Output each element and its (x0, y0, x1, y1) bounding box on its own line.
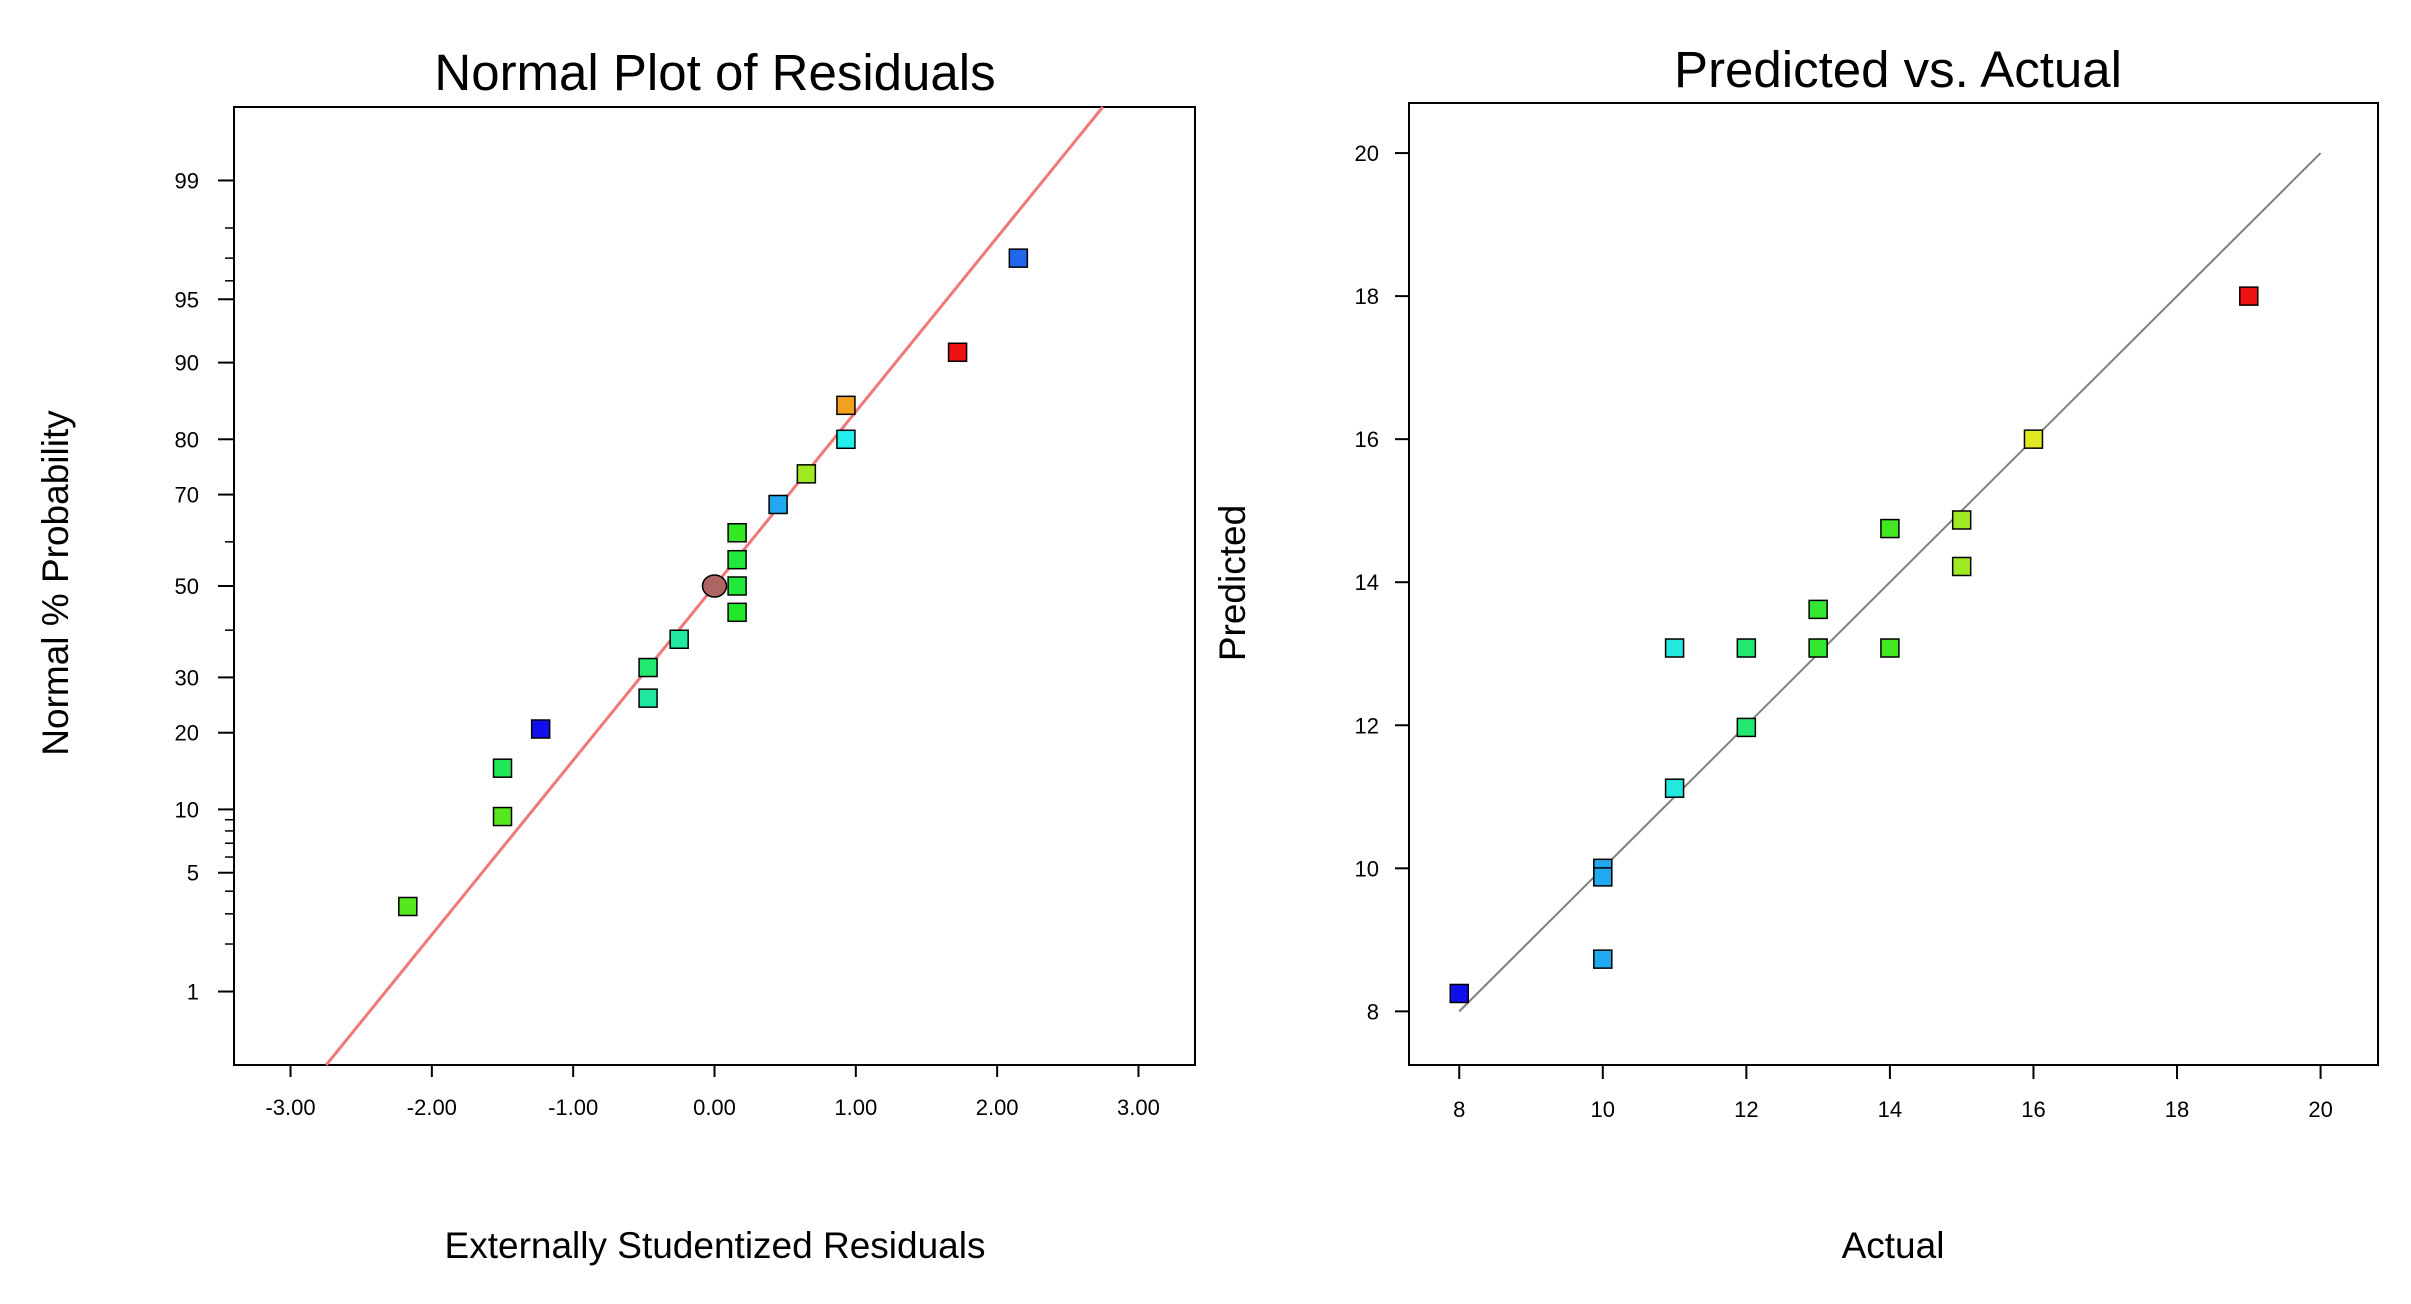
x-tick-label: -3.00 (265, 1095, 315, 1120)
data-point (727, 576, 747, 596)
data-point (2023, 429, 2044, 449)
data-point (1664, 638, 1685, 658)
y-tick-label: 8 (1367, 999, 1379, 1024)
data-point (701, 574, 728, 598)
y-tick-label: 80 (175, 427, 199, 452)
y-tick-label: 90 (175, 351, 199, 376)
y-tick-label: 5 (187, 861, 199, 886)
y-tick-label: 99 (175, 168, 199, 193)
predicted-vs-actual-y-axis: 8 10 12 14 16 18 20 (1355, 141, 1409, 1024)
data-point (1808, 638, 1828, 658)
y-tick-label: 20 (1355, 141, 1379, 166)
x-tick-label: 0.00 (693, 1095, 736, 1120)
x-tick-label: -1.00 (548, 1095, 598, 1120)
y-tick-label: 70 (175, 483, 199, 508)
y-tick-label: 14 (1355, 570, 1379, 595)
data-point (2239, 286, 2259, 306)
data-point (1880, 638, 1900, 658)
data-point (1736, 717, 1757, 738)
x-tick-label: 8 (1453, 1097, 1465, 1122)
data-point (727, 602, 747, 623)
data-point (1664, 778, 1685, 798)
data-point (1951, 556, 1972, 577)
predicted-vs-actual-x-axis: 8 10 12 14 16 18 20 (1453, 1065, 2333, 1122)
predicted-vs-actual-y-label: Predicted (1212, 505, 1253, 661)
x-tick-label: 18 (2165, 1097, 2189, 1122)
normal-plot-x-axis: -3.00 -2.00 -1.00 0.00 1.00 2.00 3.00 (265, 1065, 1160, 1120)
data-point (1880, 518, 1900, 539)
data-point (768, 494, 788, 515)
y-tick-label: 95 (175, 287, 199, 312)
y-tick-label: 16 (1355, 427, 1379, 452)
data-point (492, 806, 513, 827)
data-point (530, 719, 551, 739)
y-tick-label: 50 (175, 574, 199, 599)
x-tick-label: 12 (1734, 1097, 1758, 1122)
x-tick-label: 10 (1591, 1097, 1615, 1122)
data-point (492, 758, 513, 778)
normal-plot-title: Normal Plot of Residuals (434, 44, 995, 101)
x-tick-label: 14 (1878, 1097, 1902, 1122)
data-point (1008, 248, 1029, 268)
normal-plot-x-label: Externally Studentized Residuals (445, 1225, 986, 1266)
y-tick-label: 30 (175, 665, 199, 690)
normal-plot-chart: Normal Plot of Residuals -3.00 -2.00 -1.00… (35, 44, 1196, 1266)
predicted-vs-actual-chart: Predicted vs. Actual 8 10 12 14 16 18 20 8 10 12… (1212, 41, 2379, 1266)
x-tick-label: 1.00 (834, 1095, 877, 1120)
x-tick-label: 2.00 (976, 1095, 1019, 1120)
predicted-vs-actual-title: Predicted vs. Actual (1674, 41, 2122, 98)
y-tick-label: 10 (1355, 856, 1379, 881)
data-point (669, 629, 689, 650)
y-tick-label: 18 (1355, 284, 1379, 309)
data-point (638, 657, 658, 678)
predicted-vs-actual-points (1449, 286, 2259, 1004)
normal-plot-y-axis: 1 5 10 20 30 50 70 80 90 95 99 (175, 168, 234, 1005)
data-point (1951, 510, 1972, 530)
normal-plot-points (398, 248, 1029, 917)
data-point (836, 395, 856, 416)
x-tick-label: -2.00 (407, 1095, 457, 1120)
data-point (1736, 638, 1757, 658)
data-point (1449, 983, 1469, 1004)
data-point (947, 342, 968, 363)
data-point (727, 549, 747, 570)
y-tick-label: 10 (175, 797, 199, 822)
data-point (638, 688, 658, 708)
normal-plot-y-label: Normal % Probability (35, 410, 76, 756)
x-tick-label: 3.00 (1117, 1095, 1160, 1120)
x-tick-label: 20 (2308, 1097, 2332, 1122)
y-tick-label: 20 (175, 721, 199, 746)
predicted-vs-actual-frame (1408, 102, 2379, 1066)
data-point (1593, 949, 1613, 969)
data-point (1593, 867, 1613, 887)
data-point (796, 464, 817, 484)
data-point (398, 896, 418, 917)
x-tick-label: 16 (2021, 1097, 2045, 1122)
data-point (1808, 599, 1828, 620)
y-tick-label: 12 (1355, 713, 1379, 738)
data-point (836, 429, 856, 450)
data-point (727, 522, 747, 543)
predicted-vs-actual-x-label: Actual (1842, 1225, 1945, 1266)
y-tick-label: 1 (187, 980, 199, 1005)
